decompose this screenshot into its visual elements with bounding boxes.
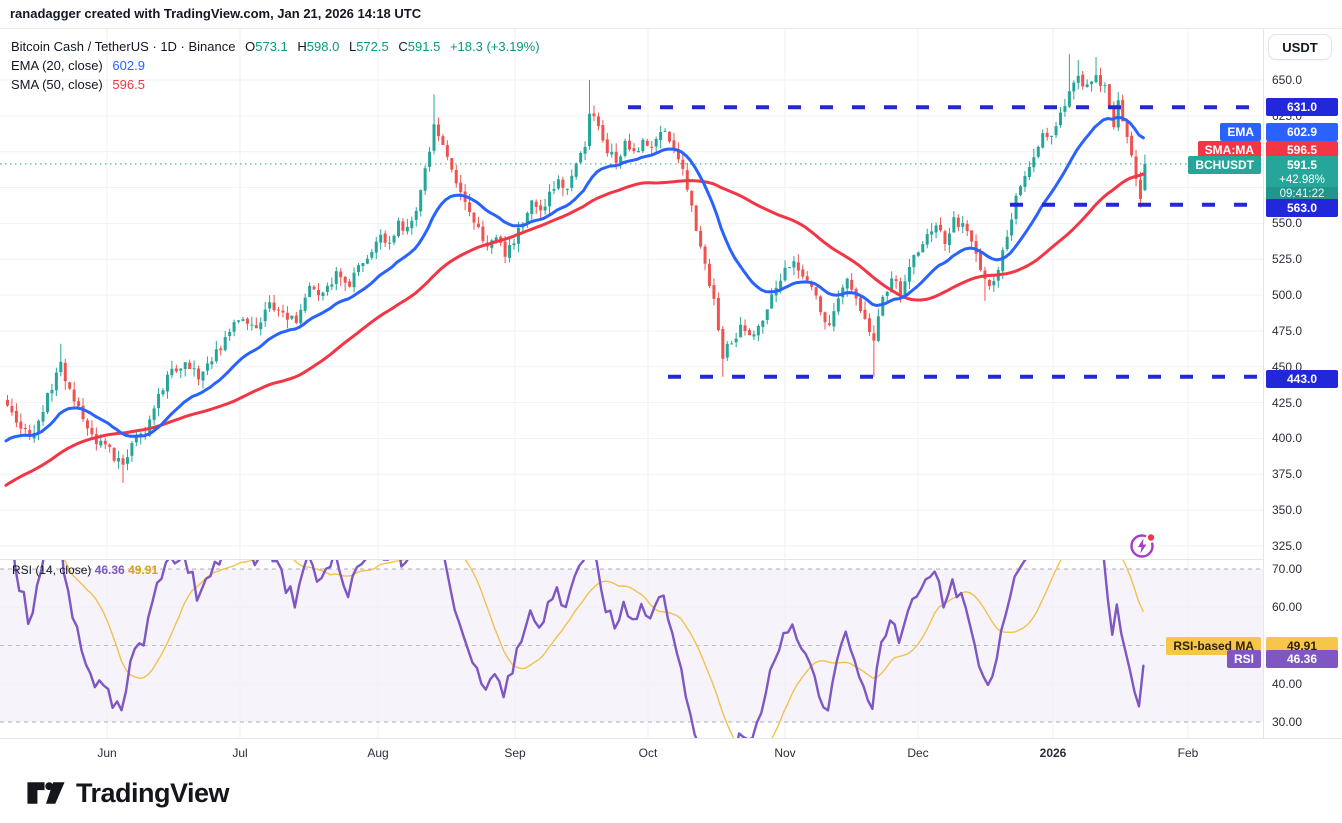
price-tick: 500.0 — [1272, 288, 1303, 303]
ema-axis-label[interactable]: EMA — [1220, 123, 1261, 141]
sma-legend-row[interactable]: SMA (50, close) 596.5 — [11, 75, 540, 94]
price-tick: 550.0 — [1272, 216, 1303, 231]
time-axis-label-Sep: Sep — [504, 746, 526, 760]
badge-countdown: 09:41:22 — [1266, 187, 1338, 201]
rsi-axis-label[interactable]: RSI — [1226, 650, 1261, 669]
rsi-tick: 70.00 — [1272, 562, 1303, 576]
level-443-badge[interactable]: 443.0 — [1266, 369, 1338, 388]
level-563-badge[interactable]: 563.0 — [1266, 198, 1338, 217]
ema-legend-label[interactable]: EMA (20, close) — [11, 58, 103, 73]
rsi-legend-label[interactable]: RSI (14, close) — [12, 563, 92, 577]
pane-separator[interactable] — [0, 559, 1263, 560]
rsi-tick: 30.00 — [1272, 715, 1303, 729]
time-axis-label-Jun: Jun — [97, 746, 117, 760]
low-value: 572.5 — [356, 39, 389, 54]
price-tick: 350.0 — [1272, 503, 1303, 518]
time-axis-label-Aug: Aug — [367, 746, 389, 760]
time-axis-label-Dec: Dec — [907, 746, 929, 760]
close-label: C — [398, 39, 408, 54]
rsi-tick: 60.00 — [1272, 600, 1303, 615]
low-label: L — [348, 39, 357, 54]
price-pane-canvas[interactable] — [0, 29, 1263, 559]
sma50-line — [4, 172, 1145, 487]
tradingview-logo[interactable]: TradingView — [26, 776, 230, 810]
sma-legend-value: 596.5 — [112, 77, 145, 92]
time-axis-label-Nov: Nov — [774, 746, 796, 760]
close-value: 591.5 — [407, 39, 441, 54]
rsi-ma-value-badge[interactable]: 49.91 — [1266, 636, 1338, 655]
high-label: H — [297, 39, 307, 54]
ema-legend-value: 602.9 — [112, 58, 145, 73]
open-label: O — [245, 39, 256, 54]
rsi-tick: 40.00 — [1272, 676, 1303, 691]
flash-boost-icon[interactable] — [1127, 529, 1159, 561]
price-tick: 425.0 — [1272, 395, 1303, 410]
price-tick: 375.0 — [1272, 467, 1303, 482]
change-value: +18.3 (+3.19%) — [449, 39, 540, 54]
ema-legend-row[interactable]: EMA (20, close) 602.9 — [11, 56, 540, 75]
rsi-ma-legend-value: 49.91 — [128, 563, 159, 577]
tradingview-logo-text: TradingView — [76, 777, 230, 808]
axis-border — [1263, 29, 1264, 766]
level-631-badge[interactable]: 631.0 — [1266, 98, 1338, 117]
open-value: 573.1 — [255, 39, 288, 54]
time-axis-label-2026: 2026 — [1039, 746, 1067, 760]
sma-legend-label[interactable]: SMA (50, close) — [11, 77, 103, 92]
high-value: 598.0 — [306, 39, 340, 54]
ema20-line — [4, 116, 1145, 443]
attribution-watermark: ranadagger created with TradingView.com,… — [10, 6, 422, 21]
price-tick: 525.0 — [1272, 252, 1303, 267]
rsi-ma-axis-label[interactable]: RSI-based MA — [1166, 636, 1261, 655]
symbol-axis-label[interactable]: BCHUSDT — [1188, 156, 1261, 174]
price-tick: 400.0 — [1272, 431, 1303, 446]
ema-value-badge[interactable]: 602.9 — [1266, 123, 1338, 141]
rsi-line — [13, 560, 1145, 738]
sma-axis-label[interactable]: SMA:MA — [1197, 141, 1261, 159]
time-axis-label-Feb: Feb — [1177, 746, 1199, 760]
rsi-legend-value: 46.36 — [94, 563, 125, 577]
rsi-value-badge[interactable]: 46.36 — [1266, 650, 1338, 669]
currency-button[interactable]: USDT — [1268, 34, 1332, 60]
price-tick: 475.0 — [1272, 323, 1303, 338]
time-axis-label-Oct: Oct — [638, 746, 658, 760]
badge-change: +42.98% — [1279, 174, 1325, 186]
symbol-legend-row[interactable]: Bitcoin Cash / TetherUS · 1D · Binance O… — [11, 37, 540, 56]
price-tick: 325.0 — [1272, 538, 1303, 553]
rsi-legend[interactable]: RSI (14, close) 46.36 49.91 — [12, 563, 158, 577]
time-axis[interactable]: Jun Jul Aug Sep Oct Nov Dec 2026 Feb — [0, 738, 1342, 766]
price-tick: 650.0 — [1272, 73, 1303, 87]
time-axis-label-Jul: Jul — [232, 746, 248, 760]
chart-area[interactable]: Bitcoin Cash / TetherUS · 1D · Binance O… — [0, 28, 1342, 766]
rsi-pane-canvas[interactable] — [0, 560, 1263, 738]
badge-price: 591.5 — [1286, 158, 1318, 172]
tradingview-logo-mark — [27, 782, 65, 804]
symbol-price-badge[interactable]: 591.5 +42.98% 09:41:22 — [1266, 156, 1338, 203]
sma-value-badge[interactable]: 596.5 — [1266, 141, 1338, 159]
chart-legend: Bitcoin Cash / TetherUS · 1D · Binance O… — [11, 37, 540, 94]
symbol-title[interactable]: Bitcoin Cash / TetherUS · 1D · Binance — [11, 39, 236, 54]
price-axis[interactable]: USDT 650.0625.0600.0575.0550.0525.0500.0… — [1264, 29, 1342, 766]
